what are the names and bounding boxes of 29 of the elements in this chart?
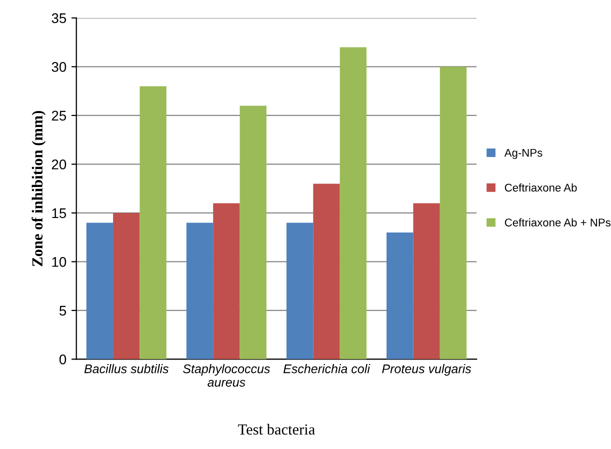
y-tick-label: 35 [52, 13, 66, 24]
y-tick-label: 0 [59, 354, 66, 364]
bar [86, 222, 114, 360]
legend-label: Ceftriaxone Ab [504, 183, 577, 192]
y-tick-label: 25 [52, 110, 66, 121]
legend-label: Ceftriaxone Ab + NPs [504, 218, 610, 226]
bar [340, 47, 367, 360]
bar [440, 66, 467, 360]
x-tick-label: Bacillus subtilis [84, 364, 169, 374]
bar [286, 222, 314, 360]
y-tick-label: 5 [59, 306, 66, 316]
bar [140, 86, 166, 360]
x-tick-label: Escherichia coli [283, 364, 370, 374]
y-axis-title: Zone of inhibition (mm) [32, 110, 46, 266]
y-tick-label: 20 [52, 160, 66, 170]
bar [186, 222, 214, 360]
x-axis-title: Test bacteria [238, 424, 315, 435]
bar [240, 106, 266, 360]
bar [213, 203, 240, 360]
bar [313, 184, 340, 360]
bar [113, 212, 140, 360]
bar [386, 232, 414, 360]
y-tick-label: 30 [52, 62, 66, 72]
legend-label: Ag-NPs [504, 148, 542, 159]
bar [413, 203, 440, 360]
y-tick-label: 15 [52, 208, 66, 218]
x-tick-label: Proteus vulgaris [382, 364, 472, 376]
y-tick-label: 10 [52, 257, 66, 267]
x-tick-label: Staphylococcus aureus [183, 364, 270, 387]
